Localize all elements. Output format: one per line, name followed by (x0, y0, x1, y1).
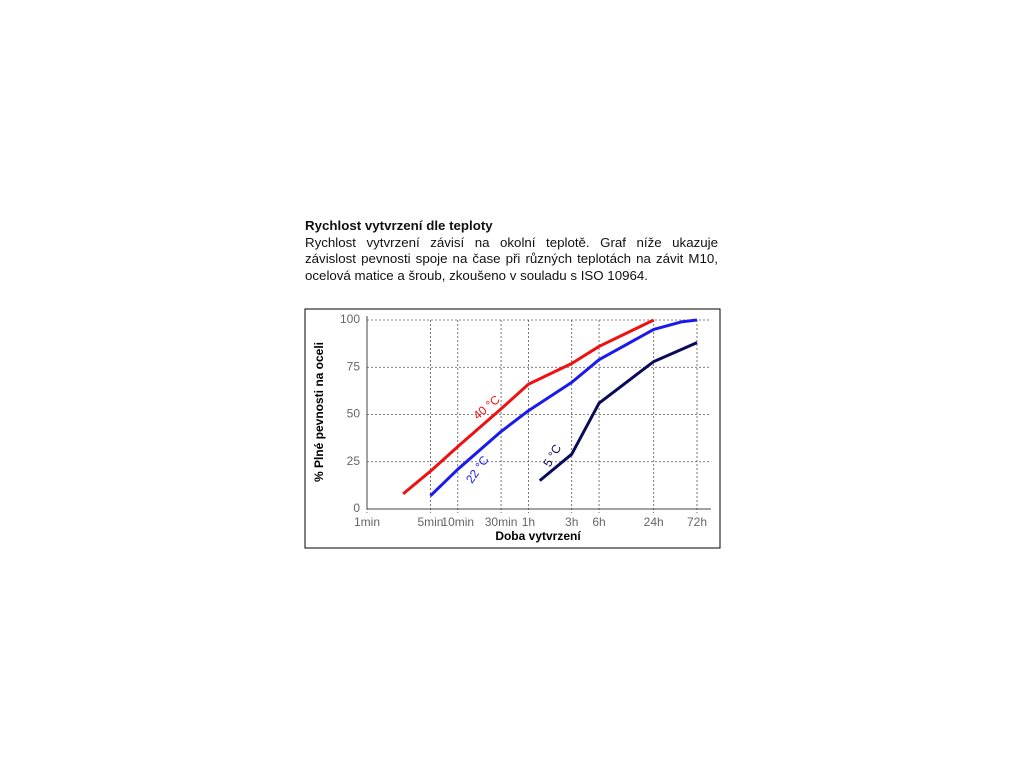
y-tick-label: 0 (353, 501, 360, 515)
x-tick-label: 72h (687, 515, 707, 529)
x-tick-label: 30min (485, 515, 518, 529)
series-line (402, 318, 655, 496)
series-line (429, 318, 698, 497)
x-tick-label: 10min (441, 515, 474, 529)
y-tick-label: 25 (347, 454, 361, 468)
y-tick-label: 50 (347, 407, 361, 421)
paragraph: Rychlost vytvrzení závisí na okolní tepl… (305, 234, 718, 283)
series-line (538, 341, 698, 482)
x-tick-label: 24h (644, 515, 664, 529)
heading: Rychlost vytvrzení dle teploty (305, 218, 493, 233)
y-tick-label: 75 (347, 359, 361, 373)
chart-frame (304, 308, 721, 549)
y-axis-title: % Plné pevnosti na oceli (312, 342, 326, 482)
series-label: 22 °C (463, 453, 492, 486)
x-axis-title: Doba vytvrzení (495, 529, 581, 543)
x-tick-label: 3h (565, 515, 578, 529)
document: Rychlost vytvrzení dle teploty Rychlost … (305, 218, 718, 284)
x-tick-label: 1h (522, 515, 535, 529)
x-tick-label: 6h (592, 515, 605, 529)
series-label: 40 °C (470, 392, 502, 422)
x-tick-label: 5min (417, 515, 443, 529)
x-tick-label: 1min (354, 515, 380, 529)
y-tick-label: 100 (340, 312, 360, 326)
